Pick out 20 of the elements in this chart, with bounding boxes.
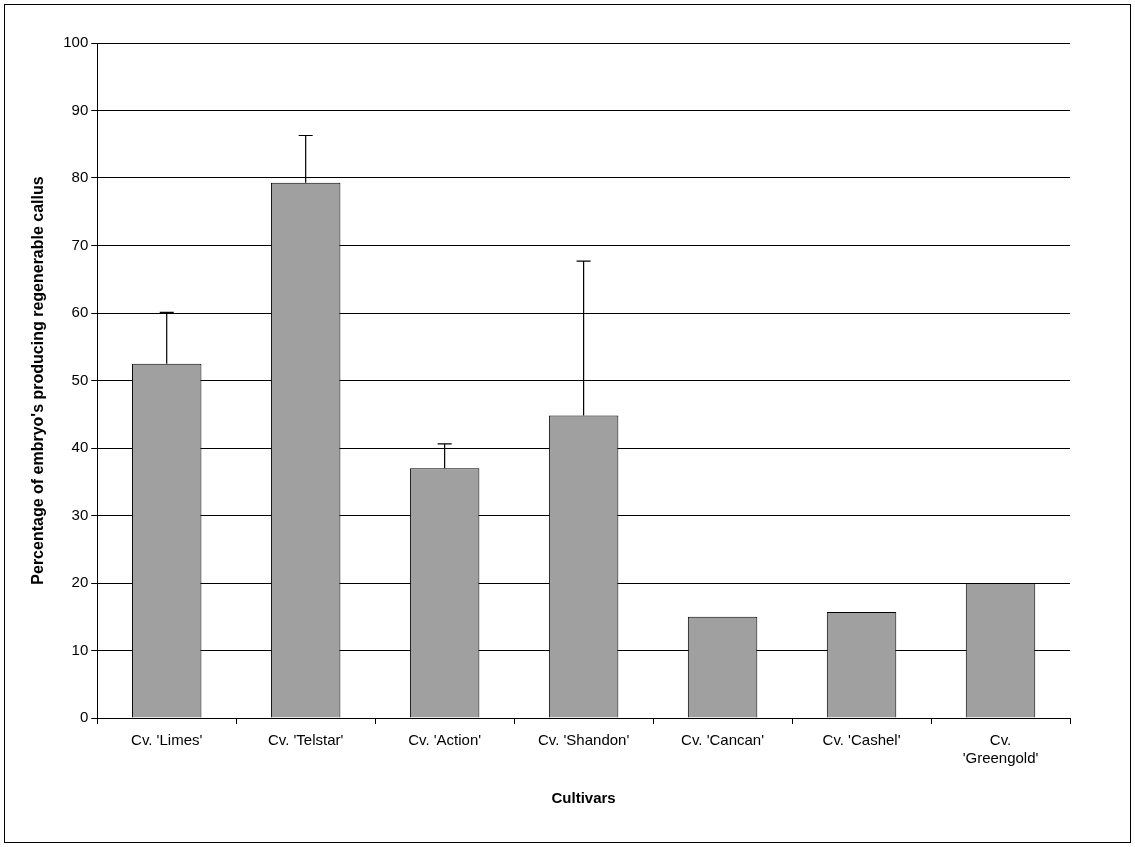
x-tick-label: Cv. 'Limes' <box>131 731 203 749</box>
x-axis-title: Cultivars <box>551 789 616 807</box>
y-axis-title: Percentage of embryo's producing regenerable callus <box>29 176 47 585</box>
x-tick-label: Cv. 'Telstar' <box>267 731 344 749</box>
x-tick-label: Cv. 'Cashel' <box>822 731 901 749</box>
x-tick-label: Cv. 'Greengold' <box>962 731 1039 767</box>
y-tick-label: 70 <box>71 235 89 253</box>
y-tick-label: 10 <box>71 640 89 658</box>
y-tick-label: 60 <box>71 303 89 321</box>
x-tick-label: Cv. 'Cancan' <box>681 731 765 749</box>
y-tick-label: 80 <box>71 168 89 186</box>
y-tick-label: 100 <box>63 33 89 51</box>
y-tick-label: 90 <box>71 100 89 118</box>
y-tick-label: 30 <box>71 505 89 523</box>
y-tick-label: 0 <box>79 708 89 726</box>
x-tick-label: Cv. 'Action' <box>408 731 482 749</box>
y-tick-label: 50 <box>71 370 89 388</box>
y-tick-label: 20 <box>71 573 89 591</box>
x-tick-label: Cv. 'Shandon' <box>537 731 630 749</box>
y-tick-label: 40 <box>71 438 89 456</box>
